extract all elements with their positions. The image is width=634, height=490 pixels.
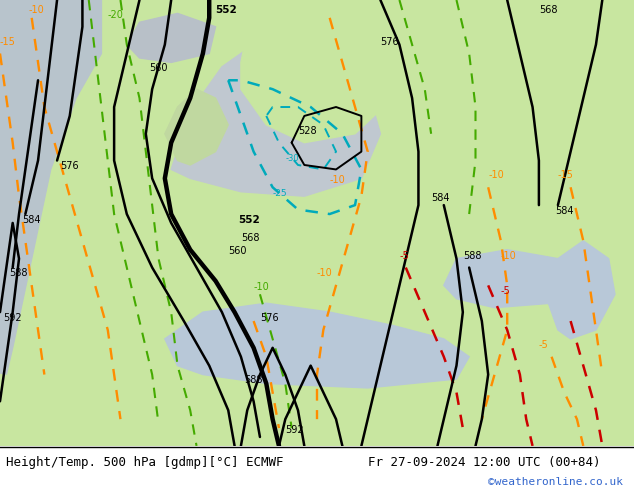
Text: -30: -30 [285,153,299,163]
Text: 592: 592 [285,424,304,435]
Text: 576: 576 [260,313,278,323]
Text: 588: 588 [10,269,28,278]
Text: -15: -15 [0,37,16,47]
Text: -10: -10 [330,175,346,185]
Text: 568: 568 [241,233,259,243]
Polygon shape [0,374,634,446]
Text: 560: 560 [228,246,247,256]
Text: 588: 588 [244,375,262,386]
Text: Height/Temp. 500 hPa [gdmp][°C] ECMWF: Height/Temp. 500 hPa [gdmp][°C] ECMWF [6,456,284,469]
Text: 552: 552 [238,215,259,225]
Text: -10: -10 [254,282,269,292]
Text: 584: 584 [431,193,450,203]
Text: 584: 584 [22,215,41,225]
Polygon shape [596,89,634,178]
Text: -25: -25 [273,189,287,198]
Text: -20: -20 [393,0,409,2]
Polygon shape [545,241,615,339]
Text: 576: 576 [380,37,399,47]
Text: 576: 576 [60,161,79,172]
Text: -5: -5 [501,286,510,296]
Polygon shape [0,0,101,446]
Polygon shape [127,13,216,62]
Text: ©weatheronline.co.uk: ©weatheronline.co.uk [488,477,623,487]
Text: -10: -10 [488,171,504,180]
Text: 560: 560 [149,63,167,74]
Text: 568: 568 [539,5,557,15]
Text: 588: 588 [463,250,481,261]
Polygon shape [171,36,380,196]
Text: -20: -20 [108,10,124,20]
Polygon shape [241,0,412,143]
Polygon shape [165,303,469,388]
Text: 584: 584 [555,206,573,216]
Text: -5: -5 [539,340,548,350]
Polygon shape [165,89,228,165]
Text: Fr 27-09-2024 12:00 UTC (00+84): Fr 27-09-2024 12:00 UTC (00+84) [368,456,600,469]
Text: -10: -10 [501,250,517,261]
Polygon shape [444,250,577,308]
Text: -15: -15 [558,171,574,180]
Text: -10: -10 [29,5,44,15]
Text: -5: -5 [399,250,409,261]
Text: 552: 552 [216,5,237,15]
Text: -10: -10 [317,269,333,278]
Text: 592: 592 [3,313,22,323]
Text: 528: 528 [298,126,316,136]
